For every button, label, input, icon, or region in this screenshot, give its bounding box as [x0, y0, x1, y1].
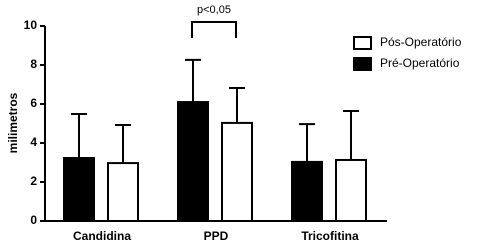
- bar: [63, 157, 95, 222]
- error-bar: [185, 58, 201, 103]
- y-tick-label: 0: [30, 213, 37, 227]
- y-tick-label: 4: [30, 135, 37, 149]
- error-bar: [343, 110, 359, 160]
- error-bar: [229, 87, 245, 123]
- legend-label: Pré-Operatório: [380, 56, 460, 70]
- annotation: p<0,05: [197, 4, 231, 16]
- legend-swatch: [353, 36, 372, 50]
- bar: [221, 121, 253, 222]
- x-tick-label: Candidina: [73, 229, 131, 243]
- bar: [291, 160, 323, 222]
- error-bar: [115, 124, 131, 164]
- bar: [107, 162, 139, 223]
- x-tick-label: Tricofitina: [301, 229, 359, 243]
- error-bar: [71, 112, 87, 159]
- significance-bracket: [191, 21, 237, 38]
- y-tick-label: 8: [30, 57, 37, 71]
- bar: [177, 101, 209, 222]
- y-tick-label: 2: [30, 174, 37, 188]
- bar: [335, 158, 367, 222]
- x-tick-label: PPD: [204, 229, 229, 243]
- y-tick-label: 6: [30, 96, 37, 110]
- y-tick-label: 10: [24, 18, 38, 32]
- legend-label: Pós-Operatório: [380, 35, 462, 49]
- error-bar: [299, 123, 315, 162]
- legend-swatch: [353, 57, 372, 71]
- y-axis-label: milimetros: [6, 92, 20, 153]
